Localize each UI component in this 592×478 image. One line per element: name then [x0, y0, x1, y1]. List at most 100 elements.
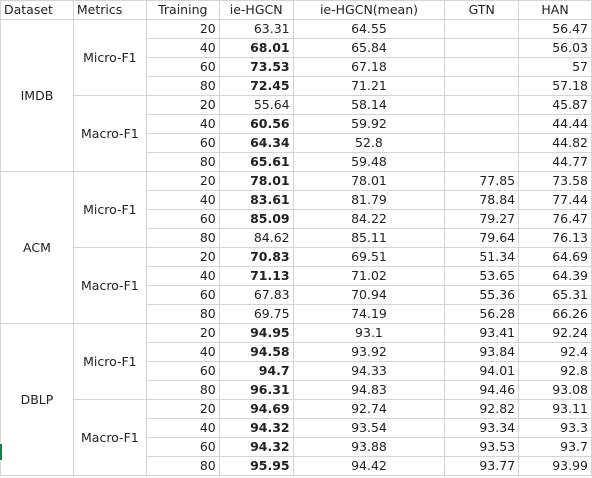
iehgcn-mean-cell[interactable]: 69.51 — [292, 247, 446, 267]
gtn-cell[interactable]: 93.77 — [444, 456, 520, 476]
gtn-cell[interactable]: 93.84 — [444, 342, 520, 362]
training-cell[interactable]: 40 — [145, 342, 220, 362]
han-cell[interactable]: 66.26 — [518, 304, 592, 324]
training-cell[interactable]: 40 — [145, 114, 220, 134]
metric-cell[interactable]: Micro-F1 — [72, 19, 147, 96]
gtn-cell[interactable] — [444, 76, 520, 96]
han-cell[interactable]: 93.99 — [518, 456, 592, 476]
gtn-cell[interactable]: 53.65 — [444, 266, 520, 286]
iehgcn-cell[interactable]: 71.13 — [218, 266, 294, 286]
metric-cell[interactable]: Micro-F1 — [72, 323, 147, 400]
training-cell[interactable]: 40 — [145, 190, 220, 210]
iehgcn-cell[interactable]: 70.83 — [218, 247, 294, 267]
han-cell[interactable]: 57 — [518, 57, 592, 77]
iehgcn-cell[interactable]: 73.53 — [218, 57, 294, 77]
iehgcn-mean-cell[interactable]: 81.79 — [292, 190, 446, 210]
iehgcn-cell[interactable]: 85.09 — [218, 209, 294, 229]
iehgcn-mean-cell[interactable]: 52.8 — [292, 133, 446, 153]
iehgcn-mean-cell[interactable]: 74.19 — [292, 304, 446, 324]
gtn-cell[interactable]: 93.41 — [444, 323, 520, 343]
iehgcn-cell[interactable]: 72.45 — [218, 76, 294, 96]
gtn-cell[interactable] — [444, 114, 520, 134]
iehgcn-mean-cell[interactable]: 59.48 — [292, 152, 446, 172]
iehgcn-cell[interactable]: 60.56 — [218, 114, 294, 134]
iehgcn-cell[interactable]: 95.95 — [218, 456, 294, 476]
iehgcn-mean-cell[interactable]: 58.14 — [292, 95, 446, 115]
header-han[interactable]: HAN — [518, 0, 592, 20]
iehgcn-cell[interactable]: 63.31 — [218, 19, 294, 39]
iehgcn-cell[interactable]: 69.75 — [218, 304, 294, 324]
gtn-cell[interactable] — [444, 133, 520, 153]
training-cell[interactable]: 20 — [145, 171, 220, 191]
training-cell[interactable]: 60 — [145, 437, 220, 457]
gtn-cell[interactable]: 93.53 — [444, 437, 520, 457]
gtn-cell[interactable]: 94.46 — [444, 380, 520, 400]
gtn-cell[interactable]: 79.27 — [444, 209, 520, 229]
han-cell[interactable]: 92.8 — [518, 361, 592, 381]
iehgcn-mean-cell[interactable]: 93.1 — [292, 323, 446, 343]
iehgcn-cell[interactable]: 94.32 — [218, 418, 294, 438]
iehgcn-cell[interactable]: 64.34 — [218, 133, 294, 153]
metric-cell[interactable]: Macro-F1 — [72, 247, 147, 324]
iehgcn-cell[interactable]: 55.64 — [218, 95, 294, 115]
iehgcn-mean-cell[interactable]: 65.84 — [292, 38, 446, 58]
training-cell[interactable]: 20 — [145, 19, 220, 39]
iehgcn-mean-cell[interactable]: 93.92 — [292, 342, 446, 362]
iehgcn-mean-cell[interactable]: 67.18 — [292, 57, 446, 77]
iehgcn-cell[interactable]: 78.01 — [218, 171, 294, 191]
gtn-cell[interactable] — [444, 152, 520, 172]
gtn-cell[interactable]: 78.84 — [444, 190, 520, 210]
training-cell[interactable]: 40 — [145, 418, 220, 438]
training-cell[interactable]: 60 — [145, 209, 220, 229]
training-cell[interactable]: 60 — [145, 57, 220, 77]
gtn-cell[interactable] — [444, 19, 520, 39]
training-cell[interactable]: 20 — [145, 323, 220, 343]
han-cell[interactable]: 64.69 — [518, 247, 592, 267]
han-cell[interactable]: 92.4 — [518, 342, 592, 362]
header-iehgcn-mean[interactable]: ie-HGCN(mean) — [292, 0, 446, 20]
iehgcn-mean-cell[interactable]: 94.33 — [292, 361, 446, 381]
gtn-cell[interactable]: 51.34 — [444, 247, 520, 267]
han-cell[interactable]: 57.18 — [518, 76, 592, 96]
training-cell[interactable]: 80 — [145, 228, 220, 248]
gtn-cell[interactable]: 77.85 — [444, 171, 520, 191]
iehgcn-mean-cell[interactable]: 71.21 — [292, 76, 446, 96]
gtn-cell[interactable] — [444, 57, 520, 77]
training-cell[interactable]: 80 — [145, 152, 220, 172]
gtn-cell[interactable]: 56.28 — [444, 304, 520, 324]
iehgcn-cell[interactable]: 67.83 — [218, 285, 294, 305]
han-cell[interactable]: 65.31 — [518, 285, 592, 305]
metric-cell[interactable]: Macro-F1 — [72, 399, 147, 476]
header-dataset[interactable]: Dataset — [0, 0, 74, 20]
training-cell[interactable]: 40 — [145, 266, 220, 286]
training-cell[interactable]: 20 — [145, 399, 220, 419]
iehgcn-cell[interactable]: 84.62 — [218, 228, 294, 248]
training-cell[interactable]: 20 — [145, 95, 220, 115]
iehgcn-mean-cell[interactable]: 70.94 — [292, 285, 446, 305]
han-cell[interactable]: 44.82 — [518, 133, 592, 153]
han-cell[interactable]: 56.47 — [518, 19, 592, 39]
dataset-cell[interactable]: ACM — [0, 171, 74, 324]
gtn-cell[interactable]: 55.36 — [444, 285, 520, 305]
iehgcn-mean-cell[interactable]: 71.02 — [292, 266, 446, 286]
han-cell[interactable]: 76.13 — [518, 228, 592, 248]
training-cell[interactable]: 60 — [145, 285, 220, 305]
training-cell[interactable]: 40 — [145, 38, 220, 58]
han-cell[interactable]: 64.39 — [518, 266, 592, 286]
iehgcn-cell[interactable]: 94.7 — [218, 361, 294, 381]
dataset-cell[interactable]: IMDB — [0, 19, 74, 172]
metric-cell[interactable]: Macro-F1 — [72, 95, 147, 172]
han-cell[interactable]: 92.24 — [518, 323, 592, 343]
training-cell[interactable]: 20 — [145, 247, 220, 267]
han-cell[interactable]: 45.87 — [518, 95, 592, 115]
iehgcn-cell[interactable]: 94.32 — [218, 437, 294, 457]
training-cell[interactable]: 80 — [145, 76, 220, 96]
gtn-cell[interactable]: 93.34 — [444, 418, 520, 438]
han-cell[interactable]: 44.44 — [518, 114, 592, 134]
iehgcn-mean-cell[interactable]: 94.83 — [292, 380, 446, 400]
training-cell[interactable]: 80 — [145, 456, 220, 476]
han-cell[interactable]: 93.11 — [518, 399, 592, 419]
header-iehgcn[interactable]: ie-HGCN — [218, 0, 294, 20]
han-cell[interactable]: 76.47 — [518, 209, 592, 229]
iehgcn-cell[interactable]: 96.31 — [218, 380, 294, 400]
